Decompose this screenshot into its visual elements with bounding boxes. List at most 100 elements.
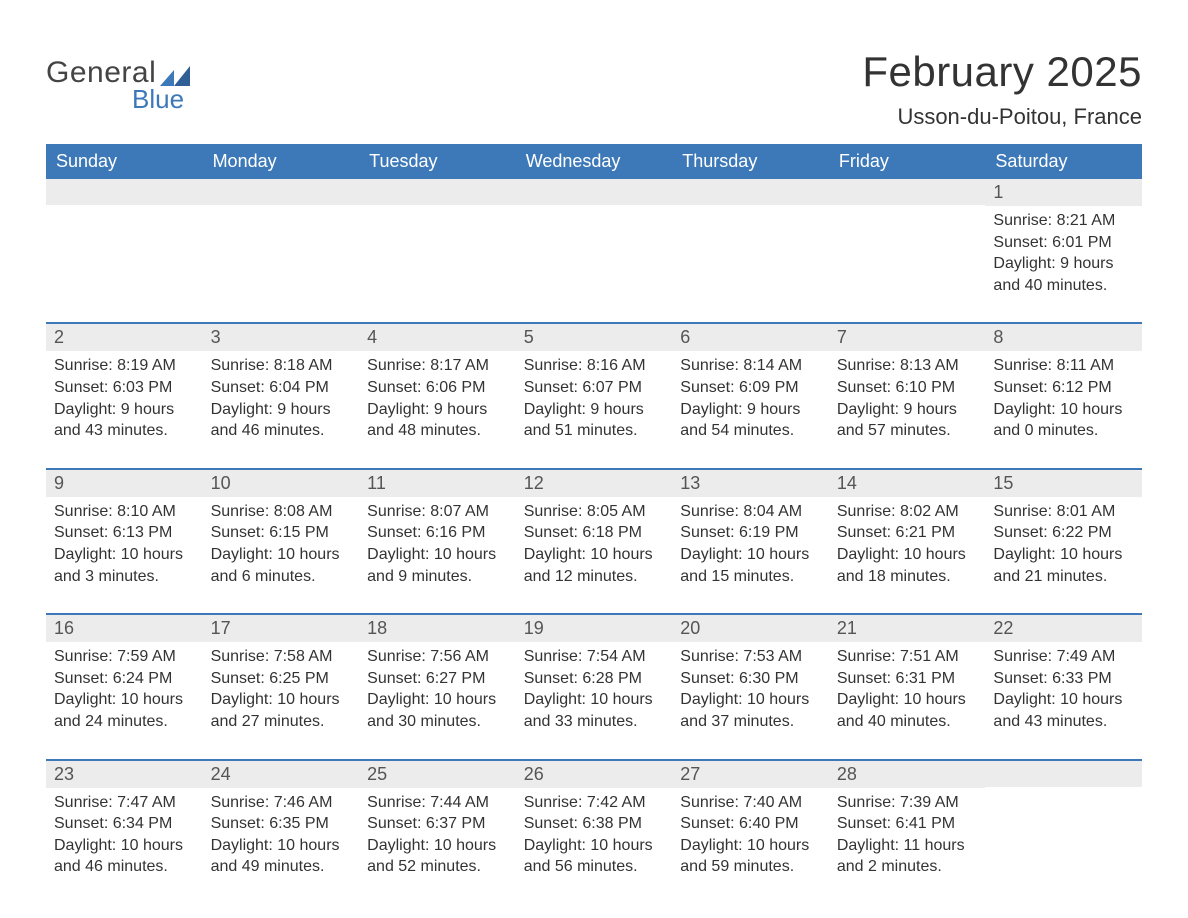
day-number: 26 <box>516 761 673 788</box>
day-number: 10 <box>203 470 360 497</box>
calendar-cell: 1 Sunrise: 8:21 AMSunset: 6:01 PMDaylight… <box>985 179 1142 298</box>
daylight-text: Daylight: 10 hours and 59 minutes. <box>680 835 821 878</box>
sunrise-text: Sunrise: 8:05 AM <box>524 501 665 523</box>
sunrise-text: Sunrise: 8:14 AM <box>680 355 821 377</box>
day-body: Sunrise: 7:40 AMSunset: 6:40 PMDaylight:… <box>672 788 829 880</box>
day-body: Sunrise: 7:44 AMSunset: 6:37 PMDaylight:… <box>359 788 516 880</box>
sunset-text: Sunset: 6:41 PM <box>837 813 978 835</box>
calendar-cell: 6Sunrise: 8:14 AMSunset: 6:09 PMDaylight… <box>672 324 829 443</box>
sunrise-text: Sunrise: 8:21 AM <box>993 210 1134 232</box>
sunset-text: Sunset: 6:21 PM <box>837 522 978 544</box>
sunset-text: Sunset: 6:10 PM <box>837 377 978 399</box>
sunrise-text: Sunrise: 7:39 AM <box>837 792 978 814</box>
day-body: Sunrise: 7:49 AMSunset: 6:33 PMDaylight:… <box>985 642 1142 734</box>
sunrise-text: Sunrise: 7:44 AM <box>367 792 508 814</box>
sunset-text: Sunset: 6:01 PM <box>993 232 1134 254</box>
sunrise-text: Sunrise: 8:17 AM <box>367 355 508 377</box>
sunset-text: Sunset: 6:22 PM <box>993 522 1134 544</box>
sunrise-text: Sunrise: 7:47 AM <box>54 792 195 814</box>
daylight-text: Daylight: 10 hours and 18 minutes. <box>837 544 978 587</box>
sunrise-text: Sunrise: 8:16 AM <box>524 355 665 377</box>
day-body: Sunrise: 7:53 AMSunset: 6:30 PMDaylight:… <box>672 642 829 734</box>
sunset-text: Sunset: 6:35 PM <box>211 813 352 835</box>
calendar-cell: 27Sunrise: 7:40 AMSunset: 6:40 PMDayligh… <box>672 761 829 880</box>
day-number: 20 <box>672 615 829 642</box>
day-number: 27 <box>672 761 829 788</box>
sunrise-text: Sunrise: 8:04 AM <box>680 501 821 523</box>
day-number: 5 <box>516 324 673 351</box>
sunrise-text: Sunrise: 7:53 AM <box>680 646 821 668</box>
day-body <box>203 205 360 211</box>
sunrise-text: Sunrise: 7:46 AM <box>211 792 352 814</box>
logo-text-blue: Blue <box>132 84 184 115</box>
daylight-text: Daylight: 9 hours and 46 minutes. <box>211 399 352 442</box>
daylight-text: Daylight: 9 hours and 40 minutes. <box>993 253 1134 296</box>
day-number: 12 <box>516 470 673 497</box>
calendar-cell <box>985 761 1142 880</box>
daylight-text: Daylight: 9 hours and 57 minutes. <box>837 399 978 442</box>
day-body <box>46 205 203 211</box>
sunset-text: Sunset: 6:40 PM <box>680 813 821 835</box>
calendar-cell: 4Sunrise: 8:17 AMSunset: 6:06 PMDaylight… <box>359 324 516 443</box>
sunset-text: Sunset: 6:19 PM <box>680 522 821 544</box>
day-number: 2 <box>46 324 203 351</box>
calendar-cell: 11Sunrise: 8:07 AMSunset: 6:16 PMDayligh… <box>359 470 516 589</box>
calendar-cell: 19Sunrise: 7:54 AMSunset: 6:28 PMDayligh… <box>516 615 673 734</box>
title-block: February 2025 Usson-du-Poitou, France <box>862 48 1142 130</box>
daylight-text: Daylight: 10 hours and 24 minutes. <box>54 689 195 732</box>
calendar-cell <box>516 179 673 298</box>
day-number: 1 <box>985 179 1142 206</box>
sunrise-text: Sunrise: 7:56 AM <box>367 646 508 668</box>
day-number: 4 <box>359 324 516 351</box>
sunrise-text: Sunrise: 8:08 AM <box>211 501 352 523</box>
sunrise-text: Sunrise: 7:51 AM <box>837 646 978 668</box>
calendar-cell: 7Sunrise: 8:13 AMSunset: 6:10 PMDaylight… <box>829 324 986 443</box>
day-number <box>985 761 1142 787</box>
day-number: 6 <box>672 324 829 351</box>
day-body: Sunrise: 8:18 AMSunset: 6:04 PMDaylight:… <box>203 351 360 443</box>
daylight-text: Daylight: 10 hours and 52 minutes. <box>367 835 508 878</box>
sunrise-text: Sunrise: 7:40 AM <box>680 792 821 814</box>
sunset-text: Sunset: 6:25 PM <box>211 668 352 690</box>
col-monday: Monday <box>203 144 360 179</box>
calendar-week: 2Sunrise: 8:19 AMSunset: 6:03 PMDaylight… <box>46 322 1142 443</box>
page-title: February 2025 <box>862 48 1142 96</box>
daylight-text: Daylight: 10 hours and 30 minutes. <box>367 689 508 732</box>
daylight-text: Daylight: 9 hours and 48 minutes. <box>367 399 508 442</box>
sunrise-text: Sunrise: 8:01 AM <box>993 501 1134 523</box>
day-number: 7 <box>829 324 986 351</box>
logo-flag-icon <box>160 64 190 86</box>
day-body: Sunrise: 7:42 AMSunset: 6:38 PMDaylight:… <box>516 788 673 880</box>
sunset-text: Sunset: 6:28 PM <box>524 668 665 690</box>
day-number: 14 <box>829 470 986 497</box>
day-body: Sunrise: 8:04 AMSunset: 6:19 PMDaylight:… <box>672 497 829 589</box>
day-number: 24 <box>203 761 360 788</box>
col-saturday: Saturday <box>985 144 1142 179</box>
daylight-text: Daylight: 10 hours and 40 minutes. <box>837 689 978 732</box>
calendar-cell: 22Sunrise: 7:49 AMSunset: 6:33 PMDayligh… <box>985 615 1142 734</box>
sunrise-text: Sunrise: 7:49 AM <box>993 646 1134 668</box>
day-body: Sunrise: 8:14 AMSunset: 6:09 PMDaylight:… <box>672 351 829 443</box>
calendar-cell <box>359 179 516 298</box>
sunset-text: Sunset: 6:37 PM <box>367 813 508 835</box>
sunset-text: Sunset: 6:33 PM <box>993 668 1134 690</box>
calendar: Sunday Monday Tuesday Wednesday Thursday… <box>46 144 1142 880</box>
calendar-cell: 2Sunrise: 8:19 AMSunset: 6:03 PMDaylight… <box>46 324 203 443</box>
day-body <box>672 205 829 211</box>
col-friday: Friday <box>829 144 986 179</box>
daylight-text: Daylight: 10 hours and 27 minutes. <box>211 689 352 732</box>
day-body <box>985 787 1142 793</box>
calendar-cell <box>829 179 986 298</box>
sunset-text: Sunset: 6:09 PM <box>680 377 821 399</box>
day-body: Sunrise: 7:51 AMSunset: 6:31 PMDaylight:… <box>829 642 986 734</box>
day-number <box>829 179 986 205</box>
day-body: Sunrise: 8:07 AMSunset: 6:16 PMDaylight:… <box>359 497 516 589</box>
day-body: Sunrise: 8:05 AMSunset: 6:18 PMDaylight:… <box>516 497 673 589</box>
calendar-cell: 16Sunrise: 7:59 AMSunset: 6:24 PMDayligh… <box>46 615 203 734</box>
sunset-text: Sunset: 6:31 PM <box>837 668 978 690</box>
calendar-cell: 26Sunrise: 7:42 AMSunset: 6:38 PMDayligh… <box>516 761 673 880</box>
day-body: Sunrise: 7:56 AMSunset: 6:27 PMDaylight:… <box>359 642 516 734</box>
day-body: Sunrise: 7:39 AMSunset: 6:41 PMDaylight:… <box>829 788 986 880</box>
calendar-week: 16Sunrise: 7:59 AMSunset: 6:24 PMDayligh… <box>46 613 1142 734</box>
daylight-text: Daylight: 10 hours and 6 minutes. <box>211 544 352 587</box>
